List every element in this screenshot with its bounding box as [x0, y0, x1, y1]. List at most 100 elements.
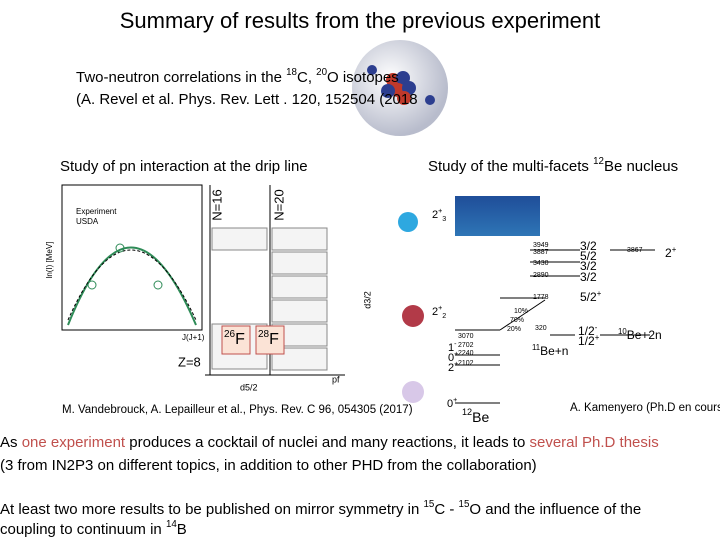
state-label: 0+: [447, 396, 457, 410]
text-run: F: [235, 331, 245, 348]
legend-entry: USDA: [76, 217, 99, 226]
superscript: +: [453, 396, 457, 404]
level-scheme: [398, 196, 655, 404]
superscript: +: [454, 360, 458, 368]
spin-label: 3/2: [580, 239, 597, 253]
paragraph-line: coupling to continuum in 14B: [0, 519, 187, 538]
text-run: As: [0, 434, 22, 451]
spin-label: 1/2-: [578, 323, 598, 339]
text-run: 2: [432, 306, 438, 318]
legend-entry: Experiment: [76, 207, 117, 216]
text-run: Be+n: [540, 344, 568, 358]
superscript: 11: [532, 343, 540, 352]
shell-label: Z=8: [178, 354, 201, 369]
threshold-label: 10Be+2n: [618, 327, 662, 343]
energy-label: 2102: [458, 360, 474, 367]
text-run: O and the influence of the: [469, 501, 641, 518]
reference-line: Two-neutron correlations in the 18C, 20O…: [76, 67, 399, 86]
text-run: produces a cocktail of nuclei and many r…: [125, 434, 529, 451]
superscript: 14: [166, 519, 177, 530]
energy-label: 2890: [533, 272, 549, 279]
section-heading: Study of pn interaction at the drip line: [60, 158, 308, 175]
superscript: +: [672, 245, 677, 254]
energy-label: 2240: [458, 350, 474, 357]
text-run: 1: [448, 342, 454, 354]
superscript: +: [438, 304, 442, 312]
superscript: -: [454, 340, 457, 348]
text-run: At least two more results to be publishe…: [0, 501, 424, 518]
text-run: 1/2: [578, 334, 595, 348]
text-run: 5/2: [580, 290, 597, 304]
energy-label: 3887: [533, 249, 549, 256]
text-run: F: [269, 331, 279, 348]
nucleus-label: 28F: [258, 329, 279, 348]
text-run: coupling to continuum in: [0, 521, 166, 538]
nucleus-illustration: [352, 40, 448, 136]
paragraph-line: As one experiment produces a cocktail of…: [0, 434, 659, 451]
text-run: C -: [434, 501, 458, 518]
superscript: 20: [316, 67, 327, 78]
spin-label: 5/2: [580, 249, 597, 263]
paragraph-line: (3 from IN2P3 on different topics, in ad…: [0, 457, 537, 474]
text-run: Be+2n: [627, 328, 662, 342]
text-run: C,: [297, 69, 316, 86]
left-figure: [61, 184, 345, 376]
nucleus-name: 12Be: [462, 407, 489, 424]
state-label: 2+3: [432, 207, 446, 223]
spin-label: 5/2+: [580, 289, 602, 305]
figure-reference: M. Vandebrouck, A. Lepailleur et al., Ph…: [62, 404, 413, 416]
superscript: 12: [593, 156, 604, 167]
superscript: 10: [618, 327, 627, 336]
state-label: 1-: [448, 340, 457, 354]
state-label: 0+: [448, 350, 458, 364]
text-run: O isotopes: [327, 69, 399, 86]
text-run: Be: [472, 409, 489, 425]
superscript: 18: [286, 67, 297, 78]
spin-label: 3/2: [580, 259, 597, 273]
highlight: several Ph.D thesis: [529, 434, 658, 451]
branching-label: 20%: [507, 326, 521, 333]
text-run: 0: [447, 398, 453, 410]
spin-label: 1/2+: [578, 333, 600, 349]
energy-label: 3949: [533, 242, 549, 249]
text-run: Study of the multi-facets: [428, 158, 593, 175]
superscript: -: [595, 323, 598, 332]
text-run: 0: [448, 352, 454, 364]
shell-label: N=16: [209, 189, 224, 220]
threshold-label: 11Be+n: [532, 343, 568, 359]
axis-label: J(J+1): [182, 333, 205, 342]
superscript: +: [438, 207, 442, 215]
state-label: 2+: [448, 360, 458, 374]
nucleus-label: 26F: [224, 329, 245, 348]
energy-label: 1778: [533, 294, 549, 301]
superscript: 26: [224, 329, 236, 340]
orbital-label: d5/2: [240, 382, 258, 392]
energy-label: 320: [535, 325, 547, 332]
subscript: 3: [442, 215, 446, 223]
text-run: 1/2: [578, 324, 595, 338]
text-run: 2: [432, 209, 438, 221]
spin-label: 3/2: [580, 270, 597, 284]
figure-reference: A. Kamenyero (Ph.D en cours): [570, 402, 720, 414]
highlight: one experiment: [22, 434, 126, 451]
reference-line: (A. Revel et al. Phys. Rev. Lett . 120, …: [76, 91, 418, 108]
superscript: +: [597, 289, 602, 298]
energy-label: 3070: [458, 333, 474, 340]
orbital-label: d3/2: [362, 291, 372, 309]
superscript: 28: [258, 329, 270, 340]
spin-label: 2+: [665, 245, 677, 261]
state-label: 2+2: [432, 304, 446, 320]
subscript: 2: [442, 312, 446, 320]
text-run: B: [177, 521, 187, 538]
text-run: Two-neutron correlations in the: [76, 69, 286, 86]
superscript: +: [595, 333, 600, 342]
energy-label: 3430: [533, 260, 549, 267]
superscript: 12: [462, 407, 472, 417]
superscript: 15: [459, 499, 470, 510]
text-run: 2: [665, 246, 672, 260]
energy-label: 2702: [458, 342, 474, 349]
paragraph-line: At least two more results to be publishe…: [0, 499, 641, 518]
text-run: Be nucleus: [604, 158, 678, 175]
axis-label: ln(I) [MeV]: [45, 242, 54, 279]
